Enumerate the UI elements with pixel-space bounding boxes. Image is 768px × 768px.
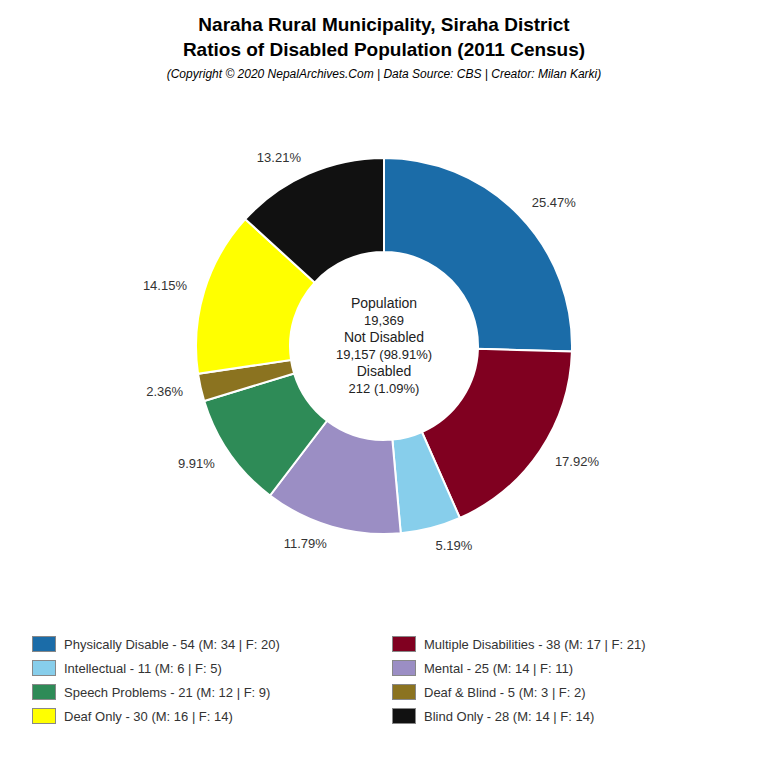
html-text:Ratios of Disabled Population: Ratios of Disabled Population (2011 Cens… — [182, 39, 586, 60]
html-text:Mental - 25 (M: 14 | F: 11): Mental - 25 (M: 14 | F: 11) — [424, 660, 574, 676]
svg-text:13.21%: 13.21% — [257, 150, 302, 165]
svg-text:9.91%: 9.91% — [178, 456, 215, 471]
html-text:212 (1.09%): 212 (1.09%) — [348, 381, 420, 396]
svg-text:2.36%: 2.36% — [146, 384, 183, 399]
html-text:Population: Population — [350, 295, 418, 311]
html-text:Speech Problems - 21 (M: 12 |: Speech Problems - 21 (M: 12 | F: 9) — [64, 684, 271, 700]
svg-text:25.47%: 25.47% — [532, 195, 577, 210]
html-text:(Copyright © 2020 NepalArchive: (Copyright © 2020 NepalArchives.Com | Da… — [166, 67, 602, 81]
html-text:Deaf & Blind - 5 (M: 3 | F: 2): Deaf & Blind - 5 (M: 3 | F: 2) — [424, 684, 586, 700]
svg-text:14.15%: 14.15% — [143, 278, 188, 293]
html-text:19,369: 19,369 — [364, 313, 404, 328]
html-text:Multiple Disabilities - 38 (M:: Multiple Disabilities - 38 (M: 17 | F: 2… — [424, 636, 646, 652]
html-text:Physically Disable - 54 (M: 34: Physically Disable - 54 (M: 34 | F: 20) — [64, 636, 280, 652]
html-text:Disabled: Disabled — [356, 363, 412, 379]
html-text:Deaf Only - 30 (M: 16 | F: 14): Deaf Only - 30 (M: 16 | F: 14) — [64, 708, 233, 724]
svg-text:17.92%: 17.92% — [555, 454, 600, 469]
html-text:Not Disabled: Not Disabled — [343, 329, 425, 345]
html-text:19,157 (98.91%): 19,157 (98.91%) — [335, 347, 433, 362]
html-text:Blind Only - 28 (M: 14 | F: 14: Blind Only - 28 (M: 14 | F: 14) — [424, 708, 595, 724]
svg-text:11.79%: 11.79% — [284, 536, 328, 551]
svg-text:5.19%: 5.19% — [435, 538, 472, 553]
html-text:Naraha Rural Municipality, Sir: Naraha Rural Municipality, Siraha Distri… — [198, 14, 570, 35]
html-text:Intellectual - 11 (M: 6 | F: 5: Intellectual - 11 (M: 6 | F: 5) — [64, 660, 222, 676]
